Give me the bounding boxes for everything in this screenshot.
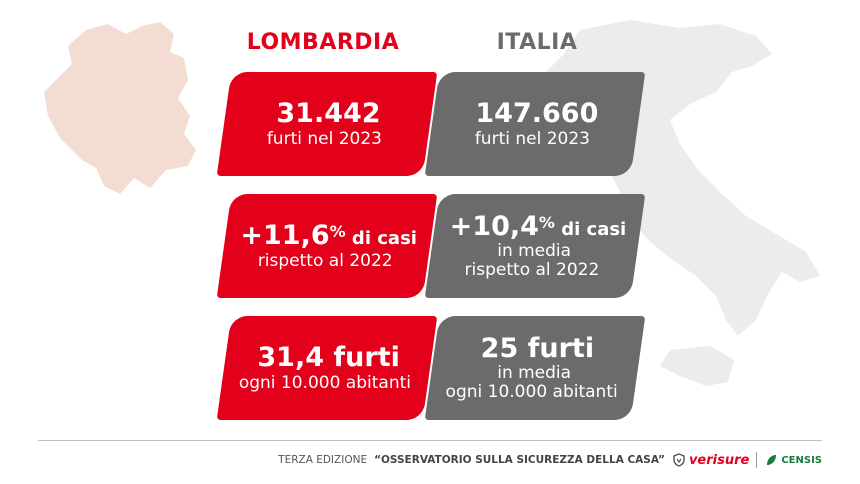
italia-abitanti-card: 25 furti in media ogni 10.000 abitanti — [424, 316, 646, 420]
italia-abitanti-media: in media — [497, 363, 572, 384]
italia-variazione-media: in media — [497, 241, 572, 262]
lombardia-variazione-label: rispetto al 2022 — [257, 250, 393, 271]
lombardia-variazione-headline: +11,6% di casi — [240, 220, 417, 252]
censis-logo: CENSIS — [764, 453, 822, 467]
italia-variazione-headline: +10,4% di casi — [449, 210, 626, 242]
lombardia-variazione-value: +11,6 — [240, 220, 330, 252]
lombardia-furti-2023-card: 31.442 furti nel 2023 — [216, 72, 438, 176]
lombardia-abitanti-card: 31,4 furti ogni 10.000 abitanti — [216, 316, 438, 420]
lombardia-abitanti-value: 31,4 furti — [257, 342, 400, 374]
italia-furti-value: 147.660 — [474, 98, 598, 130]
footer-divider — [38, 440, 822, 441]
italia-heading: ITALIA — [496, 30, 578, 55]
verisure-shield-icon — [673, 453, 685, 467]
lombardia-variazione-suffix: di casi — [345, 228, 417, 250]
brand-separator — [756, 452, 758, 468]
lombardia-furti-value: 31.442 — [276, 98, 381, 130]
lombardia-variazione-card: +11,6% di casi rispetto al 2022 — [216, 194, 438, 298]
italia-variazione-label: rispetto al 2022 — [464, 260, 599, 281]
italia-variazione-card: +10,4% di casi in media rispetto al 2022 — [424, 194, 646, 298]
verisure-wordmark: verisure — [688, 452, 750, 468]
verisure-logo: verisure — [672, 453, 749, 468]
italia-variazione-percent: % — [538, 212, 555, 232]
italia-furti-2023-card: 147.660 furti nel 2023 — [424, 72, 646, 176]
italia-variazione-value: +10,4 — [449, 210, 539, 242]
footer-title: “OSSERVATORIO SULLA SICUREZZA DELLA CASA… — [374, 454, 665, 466]
italia-abitanti-label: ogni 10.000 abitanti — [445, 382, 618, 403]
lombardia-variazione-percent: % — [329, 222, 346, 242]
lombardia-heading: LOMBARDIA — [246, 30, 400, 55]
censis-wordmark: CENSIS — [781, 454, 822, 466]
italia-abitanti-value: 25 furti — [480, 332, 595, 364]
censis-leaf-icon — [767, 455, 777, 465]
lombardia-furti-label: furti nel 2023 — [267, 128, 383, 149]
lombardia-abitanti-label: ogni 10.000 abitanti — [238, 372, 411, 393]
italia-variazione-suffix: di casi — [554, 218, 626, 240]
lombardia-map — [38, 18, 208, 203]
footer-prefix: TERZA EDIZIONE — [278, 454, 368, 466]
footer: TERZA EDIZIONE “OSSERVATORIO SULLA SICUR… — [0, 449, 822, 471]
italia-furti-label: furti nel 2023 — [475, 128, 591, 149]
